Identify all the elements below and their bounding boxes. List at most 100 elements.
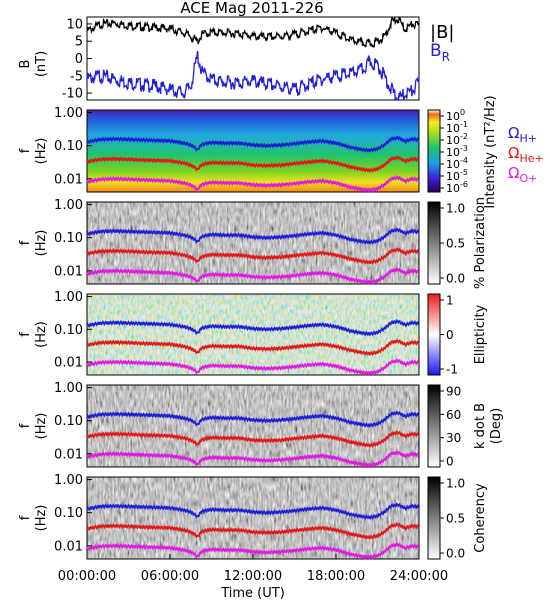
intensity-colorbar-labels: Intensity (nT²/Hz) ΩH+ΩHe+ΩO+	[483, 95, 544, 208]
panel-polarization-frame	[86, 201, 420, 285]
panel-coherency-ytick-label: 1.00	[54, 473, 83, 488]
intensity-cb-tick-label: 10-3	[446, 144, 468, 159]
panel-kdotb-colorbar	[427, 384, 441, 468]
panel-coherency: 1.00 0.10 0.01 f (Hz) 1.0 0.5 0.0 Coherency	[18, 473, 488, 560]
gyro-legend: ΩH+ΩHe+ΩO+	[508, 124, 544, 185]
panel-kdotb-ylabel-line2: (Hz)	[34, 413, 49, 440]
x-tick-label: 24:00:00	[390, 569, 448, 584]
panel-coherency-series-he+-line	[86, 522, 420, 540]
intensity-cb-tick-label: 10-4	[446, 156, 468, 171]
panel-kdotb-cb-label: (Deg)	[489, 408, 504, 444]
panel-intensity-ylabel-line2: (Hz)	[34, 138, 49, 165]
panel-kdotb-ylabel-line1: f	[18, 423, 33, 428]
panel-polarization-cb-label: % Polarization	[473, 197, 488, 289]
panel-polarization-ytick-label: 0.01	[54, 264, 83, 279]
panel-kdotb-texture	[87, 385, 419, 467]
gyro-legend-item: ΩH+	[508, 124, 537, 145]
x-axis-label: Time (UT)	[220, 586, 285, 600]
panel-intensity-series-h+-line	[86, 135, 420, 154]
panel-kdotb-cb-label: k dot B	[473, 403, 488, 449]
intensity-cb-tick-label: 100	[446, 108, 465, 123]
x-axis-ticks: 00:00:00 06:00:00 12:00:00 18:00:00 24:00:00	[58, 554, 448, 584]
panel-polarization-ylabel-line1: f	[18, 240, 33, 245]
panel-ellipticity-ytick-label: 0.10	[54, 323, 83, 338]
panel-ellipticity-ytick-label: 0.01	[54, 355, 83, 370]
panel-b-ylabel-line2: (nT)	[34, 51, 49, 77]
x-tick-label: 00:00:00	[58, 569, 116, 584]
panel-kdotb-ytick-label: 0.01	[54, 447, 83, 462]
panel-kdotb-cb-tick-label: 60	[446, 408, 461, 422]
panel-coherency-ylabel-line1: f	[18, 515, 33, 520]
panel-intensity-ytick-label: 0.10	[54, 139, 83, 154]
panel-ellipticity: 1.00 0.10 0.01 f (Hz) 1 0 -1 Ellipticity	[18, 290, 488, 376]
panel-b-ylabel-line1: B	[18, 60, 33, 69]
intensity-cb-tick-label: 10-6	[446, 180, 468, 195]
panel-polarization-ytick-label: 0.10	[54, 231, 83, 246]
panel-kdotb-frame	[86, 384, 420, 468]
chart-title: ACE Mag 2011-226	[180, 0, 323, 17]
panel-coherency-series-o+-line	[86, 541, 420, 560]
panel-ellipticity-cb-tick-label: 1	[446, 294, 454, 308]
panel-kdotb-series-h+-line	[86, 410, 420, 429]
panel-intensity-ytick-label: 1.00	[54, 106, 83, 121]
intensity-cb-tick-label: 10-5	[446, 168, 468, 183]
panel-b-ytick-label: 5	[75, 35, 83, 50]
frequency-panels: 1.000.100.01f (Hz)10010-110-210-310-410-5…	[18, 106, 504, 560]
intensity-cb-tick-label: 10-2	[446, 132, 468, 147]
panel-intensity: 1.00 0.10 0.01 f (Hz) 10010-110-210-310-410-5…	[18, 106, 468, 195]
panel-polarization-texture	[87, 202, 419, 284]
panel-ellipticity-cb-tick-label: -1	[446, 363, 458, 377]
panel-b-ytick-label: -10	[62, 87, 83, 102]
panel-ellipticity-cb-tick-label: 0	[446, 328, 454, 342]
panel-polarization-cb-tick-label: 0.0	[446, 272, 465, 286]
panel-polarization-series-h+-line	[86, 227, 420, 246]
panel-ellipticity-series-h+-line	[86, 318, 420, 337]
panel-b-ytick-label: 10	[66, 17, 83, 32]
x-tick-label: 06:00:00	[141, 569, 199, 584]
panel-coherency-cb-tick-label: 1.0	[446, 477, 465, 491]
panel-b-ytick-label: -5	[70, 69, 83, 84]
panel-polarization-colorbar	[427, 201, 441, 285]
legend-b-total: |B|	[430, 22, 454, 43]
panel-kdotb-ytick-label: 0.10	[54, 414, 83, 429]
series-b-total-line	[86, 16, 420, 49]
panel-b-ytick-label: 0	[75, 52, 83, 67]
panel-polarization-cb-tick-label: 0.5	[446, 237, 465, 251]
panel-kdotb-cb-tick-label: 0	[446, 455, 454, 469]
panel-intensity-colorbar	[427, 109, 441, 193]
panel-ellipticity-colorbar	[427, 293, 441, 376]
gyro-legend-item: ΩO+	[508, 164, 537, 185]
x-tick-label: 12:00:00	[224, 569, 282, 584]
panel-intensity-series-o+-line	[86, 174, 420, 193]
intensity-cb-tick-label: 10-1	[446, 120, 468, 135]
panel-coherency-ylabel-line2: (Hz)	[34, 505, 49, 532]
panel-coherency-series-h+-line	[86, 502, 420, 521]
panel-ellipticity-series-he+-line	[86, 338, 420, 357]
panel-coherency-cb-label: Coherency	[473, 483, 488, 553]
panel-kdotb: 1.00 0.10 0.01 f (Hz) 90 60 30 0 k dot B (Deg)	[18, 381, 504, 468]
panel-coherency-ytick-label: 0.10	[54, 506, 83, 521]
panel-ellipticity-series-o+-line	[86, 358, 420, 376]
panel-polarization-ylabel-line2: (Hz)	[34, 230, 49, 257]
panel-coherency-ytick-label: 0.01	[54, 539, 83, 554]
panel-ellipticity-cb-label: Ellipticity	[473, 304, 488, 364]
panel-coherency-texture	[87, 477, 419, 559]
series-b-radial-line	[86, 50, 420, 102]
panel-b: 10 5 0 -5 -10 B (nT) |B| BR	[18, 16, 454, 102]
panel-kdotb-cb-tick-label: 90	[446, 385, 461, 399]
panel-kdotb-series-o+-line	[86, 449, 420, 468]
x-tick-label: 18:00:00	[307, 569, 365, 584]
panel-intensity-ylabel-line1: f	[18, 148, 33, 153]
panel-coherency-cb-tick-label: 0.5	[446, 512, 465, 526]
panel-polarization-ytick-label: 1.00	[54, 198, 83, 213]
panel-polarization-cb-tick-label: 1.0	[446, 202, 465, 216]
gyro-legend-item: ΩHe+	[508, 144, 544, 165]
panel-polarization-series-he+-line	[86, 247, 420, 265]
panel-ellipticity-ytick-label: 1.00	[54, 290, 83, 305]
panel-ellipticity-texture	[87, 294, 419, 375]
panel-intensity-ytick-label: 0.01	[54, 172, 83, 187]
panel-intensity-image	[87, 110, 419, 192]
panel-ellipticity-ylabel-line1: f	[18, 332, 33, 337]
panel-intensity-series-he+-line	[86, 155, 420, 173]
